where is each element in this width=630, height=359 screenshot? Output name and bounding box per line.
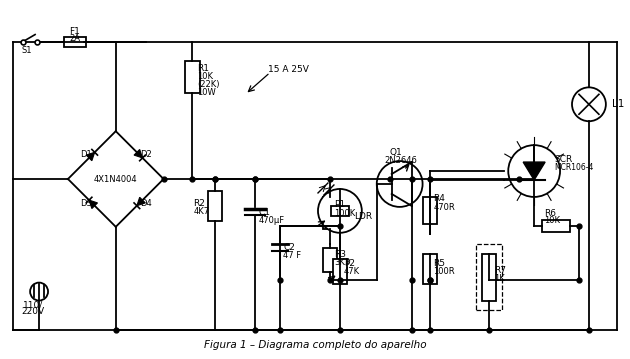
Polygon shape (89, 200, 98, 209)
Polygon shape (86, 152, 94, 161)
Text: 220V: 220V (21, 307, 45, 316)
Polygon shape (137, 197, 146, 206)
Text: 4X1N4004: 4X1N4004 (94, 174, 137, 183)
Bar (64, 37, 86, 47)
Bar (423, 197, 437, 224)
Bar (333, 259, 347, 284)
Bar (423, 254, 437, 284)
Text: 2N2646: 2N2646 (385, 155, 418, 164)
Bar (476, 244, 502, 311)
Text: MCR106-4: MCR106-4 (554, 163, 593, 172)
Polygon shape (523, 162, 545, 180)
Circle shape (30, 283, 48, 300)
Text: 10K: 10K (197, 72, 214, 81)
Circle shape (318, 189, 362, 233)
Text: 4K7: 4K7 (193, 208, 210, 216)
Text: 470μF: 470μF (258, 216, 284, 225)
Text: 470R: 470R (433, 204, 455, 213)
Bar (331, 206, 349, 216)
Text: F1: F1 (69, 27, 81, 36)
Text: D2: D2 (140, 150, 152, 159)
Text: R6: R6 (544, 209, 556, 218)
Text: 1K: 1K (495, 274, 505, 283)
Bar (323, 197, 337, 229)
Text: 2A: 2A (69, 34, 81, 43)
Text: L1: L1 (612, 99, 624, 109)
Text: D3: D3 (80, 199, 92, 209)
Text: D4: D4 (140, 199, 152, 209)
Text: R4: R4 (433, 195, 445, 204)
Circle shape (508, 145, 560, 197)
Text: 10K: 10K (544, 216, 560, 225)
Text: LDR: LDR (354, 213, 372, 222)
Text: 110/: 110/ (23, 300, 43, 309)
Text: C1: C1 (258, 208, 270, 217)
Text: R7: R7 (495, 266, 507, 275)
Text: R3: R3 (334, 250, 346, 259)
Bar (542, 220, 570, 232)
Text: C2: C2 (283, 243, 295, 252)
Bar (185, 61, 200, 93)
Text: 100R: 100R (433, 267, 455, 276)
Polygon shape (134, 149, 142, 158)
Text: S1: S1 (21, 46, 32, 55)
Text: 3K3: 3K3 (334, 258, 350, 267)
Text: 47K: 47K (344, 267, 360, 276)
Text: 47 F: 47 F (283, 251, 301, 260)
Text: Figura 1 – Diagrama completo do aparelho: Figura 1 – Diagrama completo do aparelho (203, 340, 427, 350)
Text: R1: R1 (197, 64, 209, 73)
Text: D1: D1 (80, 150, 92, 159)
Bar (209, 191, 222, 221)
Text: SCR: SCR (554, 155, 572, 164)
Text: P1: P1 (334, 200, 345, 209)
Bar (483, 254, 496, 300)
Text: R5: R5 (433, 259, 445, 268)
Text: P2: P2 (344, 259, 355, 268)
Text: Q1: Q1 (390, 148, 403, 157)
Text: 100K: 100K (334, 209, 355, 218)
Circle shape (572, 87, 606, 121)
Text: 10W: 10W (197, 88, 216, 97)
Text: R2: R2 (193, 199, 205, 209)
Bar (323, 248, 337, 272)
Circle shape (377, 161, 423, 207)
Text: 15 A 25V: 15 A 25V (268, 65, 309, 74)
Text: (22K): (22K) (197, 80, 220, 89)
